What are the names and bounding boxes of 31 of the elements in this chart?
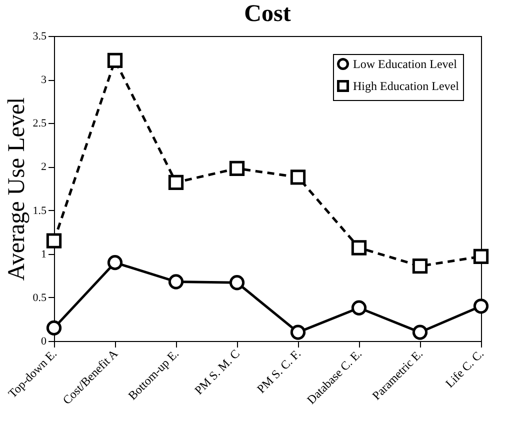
y-tick-label: 1.5 xyxy=(32,204,47,217)
x-tick-label: PM S. M. C xyxy=(192,346,242,398)
point xyxy=(290,170,306,185)
point xyxy=(351,240,367,256)
y-tick-label: 0.5 xyxy=(32,292,47,304)
point xyxy=(412,324,428,340)
point xyxy=(473,298,489,314)
y-tick-label: 2 xyxy=(41,161,46,174)
point xyxy=(46,233,62,248)
point xyxy=(351,300,367,316)
y-tick-label: 3.5 xyxy=(32,30,47,42)
x-tick-label: Life C. C. xyxy=(442,346,486,390)
chart-title: Cost xyxy=(244,1,291,27)
y-axis-title: Average Use Level xyxy=(4,96,30,281)
y-tick-label: 0 xyxy=(41,336,47,348)
point xyxy=(168,174,184,190)
point xyxy=(412,258,428,274)
point xyxy=(168,274,184,290)
point xyxy=(229,275,245,290)
y-tick-label: 3 xyxy=(41,74,47,86)
point xyxy=(46,320,62,336)
legend-label: High Education Level xyxy=(353,79,460,93)
legend-label: Low Education Level xyxy=(353,57,458,71)
y-tick-label: 2.5 xyxy=(32,118,47,130)
x-tick-label: PM S. C. F. xyxy=(254,346,304,396)
point xyxy=(107,52,123,68)
point xyxy=(473,248,489,264)
point xyxy=(290,324,306,340)
y-tick-label: 1 xyxy=(41,248,46,260)
point xyxy=(229,160,245,176)
point xyxy=(107,255,123,270)
